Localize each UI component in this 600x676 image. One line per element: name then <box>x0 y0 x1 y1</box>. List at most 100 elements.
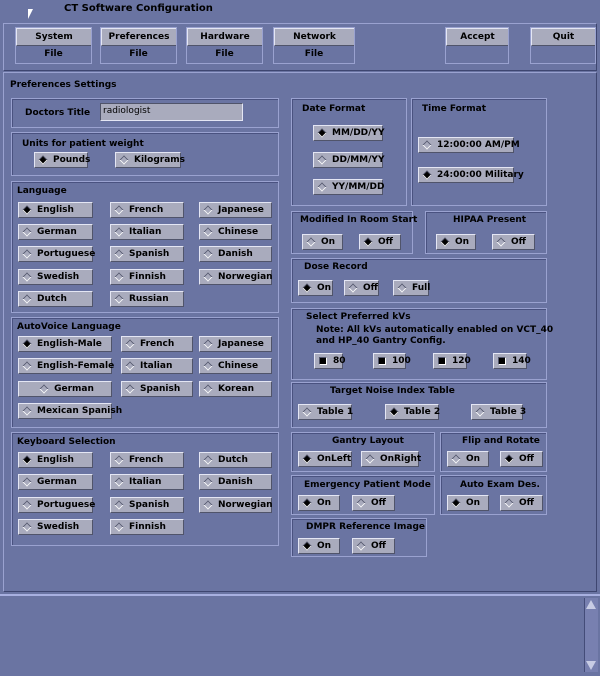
modified-group: Modified In Room Start <box>291 211 417 254</box>
toolbar-network-button[interactable]: Network File <box>273 27 355 64</box>
language-option-french[interactable]: French <box>110 202 184 218</box>
option-label: English-Male <box>37 339 102 349</box>
toolbar-preferences-button[interactable]: Preferences File <box>100 27 177 64</box>
modified-option-off[interactable]: Off <box>359 234 401 250</box>
radio-checked-icon <box>22 339 32 349</box>
keyboard-group: Keyboard Selection <box>11 432 279 546</box>
keyboard-option-dutch[interactable]: Dutch <box>199 452 272 468</box>
option-label: On <box>317 498 332 508</box>
language-option-japanese[interactable]: Japanese <box>199 202 272 218</box>
gantry-option-onleft[interactable]: OnLeft <box>298 451 352 467</box>
dose-option-on[interactable]: On <box>298 280 333 296</box>
keyboard-option-french[interactable]: French <box>110 452 184 468</box>
autovoice-option-italian[interactable]: Italian <box>121 358 193 374</box>
kvs-option-120[interactable]: 120 <box>433 353 471 369</box>
doctors-title-label: Doctors Title <box>25 108 91 118</box>
toolbar-network-sublabel: File <box>304 49 324 59</box>
language-option-italian[interactable]: Italian <box>110 224 184 240</box>
time-title: Time Format <box>422 104 486 114</box>
autovoice-option-chinese[interactable]: Chinese <box>199 358 272 374</box>
noise-option-table-2[interactable]: Table 2 <box>385 404 440 420</box>
date-option-dd-mm-yy[interactable]: DD/MM/YY <box>313 152 384 168</box>
autovoice-option-english-male[interactable]: English-Male <box>18 336 112 352</box>
modified-option-on[interactable]: On <box>302 234 343 250</box>
autovoice-option-english-female[interactable]: English-Female <box>18 358 114 374</box>
language-option-chinese[interactable]: Chinese <box>199 224 272 240</box>
dmpr-option-on[interactable]: On <box>298 538 340 554</box>
dose-option-full[interactable]: Full <box>393 280 431 296</box>
hipaa-option-off[interactable]: Off <box>492 234 535 250</box>
message-scrollbar[interactable] <box>584 598 598 672</box>
language-option-german[interactable]: German <box>18 224 93 240</box>
toolbar-system-button[interactable]: System File <box>15 27 92 64</box>
language-option-danish[interactable]: Danish <box>199 246 272 262</box>
option-label: English <box>37 455 74 465</box>
keyboard-option-english[interactable]: English <box>18 452 93 468</box>
autovoice-option-spanish[interactable]: Spanish <box>121 381 193 397</box>
kvs-option-140[interactable]: 140 <box>493 353 531 369</box>
doctors-title-input[interactable]: radiologist <box>100 103 243 121</box>
radio-unchecked-icon <box>203 477 213 487</box>
keyboard-option-portuguese[interactable]: Portuguese <box>18 497 96 513</box>
noise-option-table-1[interactable]: Table 1 <box>298 404 353 420</box>
language-option-norwegian[interactable]: Norwegian <box>199 269 273 285</box>
language-option-finnish[interactable]: Finnish <box>110 269 184 285</box>
option-label: Norwegian <box>218 272 273 282</box>
option-label: 100 <box>392 356 411 366</box>
keyboard-option-spanish[interactable]: Spanish <box>110 497 184 513</box>
autovoice-option-french[interactable]: French <box>121 336 193 352</box>
radio-unchecked-icon <box>114 455 124 465</box>
emergency-option-on[interactable]: On <box>298 495 340 511</box>
flip-option-on[interactable]: On <box>447 451 489 467</box>
time-option-12-00-00-am-pm[interactable]: 12:00:00 AM/PM <box>418 137 520 153</box>
keyboard-option-finnish[interactable]: Finnish <box>110 519 184 535</box>
language-option-dutch[interactable]: Dutch <box>18 291 93 307</box>
autovoice-option-japanese[interactable]: Japanese <box>199 336 272 352</box>
autoexam-option-off[interactable]: Off <box>500 495 543 511</box>
date-option-mm-dd-yy[interactable]: MM/DD/YY <box>313 125 384 141</box>
time-option-24-00-00-military[interactable]: 24:00:00 Military <box>418 167 524 183</box>
date-option-yy-mm-dd[interactable]: YY/MM/DD <box>313 179 384 195</box>
option-label: On <box>317 283 332 293</box>
option-label: On <box>455 237 470 247</box>
noise-option-table-3[interactable]: Table 3 <box>471 404 526 420</box>
hipaa-option-on[interactable]: On <box>436 234 476 250</box>
radio-unchecked-icon <box>365 454 375 464</box>
flip-option-off[interactable]: Off <box>500 451 543 467</box>
option-label: French <box>129 455 164 465</box>
autovoice-option-mexican-spanish[interactable]: Mexican Spanish <box>18 403 122 419</box>
option-label: Portuguese <box>37 500 96 510</box>
autoexam-option-on[interactable]: On <box>447 495 489 511</box>
keyboard-option-swedish[interactable]: Swedish <box>18 519 93 535</box>
language-option-swedish[interactable]: Swedish <box>18 269 93 285</box>
keyboard-option-italian[interactable]: Italian <box>110 474 184 490</box>
language-option-russian[interactable]: Russian <box>110 291 184 307</box>
kvs-option-100[interactable]: 100 <box>373 353 411 369</box>
keyboard-option-german[interactable]: German <box>18 474 93 490</box>
emergency-option-off[interactable]: Off <box>352 495 395 511</box>
keyboard-option-norwegian[interactable]: Norwegian <box>199 497 273 513</box>
dose-option-off[interactable]: Off <box>344 280 379 296</box>
option-label: Finnish <box>129 522 166 532</box>
toolbar-hardware-button[interactable]: Hardware File <box>186 27 263 64</box>
autovoice-option-korean[interactable]: Korean <box>199 381 272 397</box>
toolbar-quit-button[interactable]: Quit <box>530 27 596 64</box>
radio-unchecked-icon <box>203 455 213 465</box>
option-label: Off <box>378 237 393 247</box>
kvs-option-80[interactable]: 80 <box>314 353 346 369</box>
language-option-spanish[interactable]: Spanish <box>110 246 184 262</box>
units-option-pounds[interactable]: Pounds <box>34 152 90 168</box>
scroll-down-icon[interactable] <box>586 661 596 670</box>
option-label: Full <box>412 283 431 293</box>
toolbar-accept-button[interactable]: Accept <box>445 27 509 64</box>
language-option-english[interactable]: English <box>18 202 93 218</box>
scroll-up-icon[interactable] <box>586 600 596 609</box>
dmpr-option-off[interactable]: Off <box>352 538 395 554</box>
radio-unchecked-icon <box>22 227 32 237</box>
keyboard-option-danish[interactable]: Danish <box>199 474 272 490</box>
autovoice-option-german[interactable]: German <box>18 381 112 397</box>
language-option-portuguese[interactable]: Portuguese <box>18 246 95 262</box>
units-option-kilograms[interactable]: Kilograms <box>115 152 185 168</box>
checkbox-checked-icon <box>498 357 506 365</box>
gantry-option-onright[interactable]: OnRight <box>361 451 421 467</box>
